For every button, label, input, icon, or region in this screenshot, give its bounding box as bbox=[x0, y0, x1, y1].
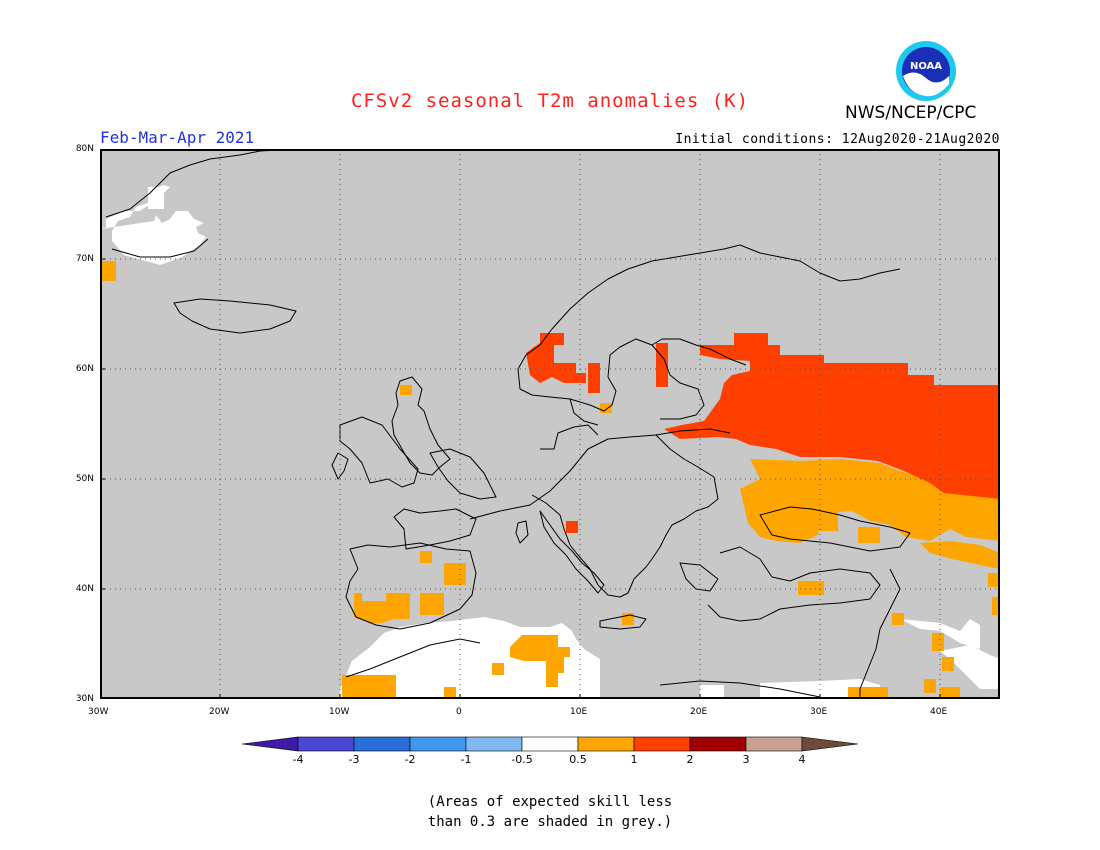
skill-note: (Areas of expected skill less than 0.3 a… bbox=[0, 792, 1100, 832]
colorbar-label: -1 bbox=[460, 753, 472, 766]
colorbar-label: -3 bbox=[348, 753, 360, 766]
graticule bbox=[100, 149, 1000, 699]
svg-text:NOAA: NOAA bbox=[910, 61, 942, 72]
lat-label-30n: 30N bbox=[75, 694, 94, 704]
colorbar-label: 2 bbox=[686, 753, 694, 766]
forecast-period: Feb-Mar-Apr 2021 bbox=[100, 128, 255, 147]
skill-note-line2: than 0.3 are shaded in grey.) bbox=[427, 814, 673, 830]
colorbar-label: 1 bbox=[630, 753, 638, 766]
lat-label-80n: 80N bbox=[75, 144, 94, 154]
colorbar-box bbox=[745, 736, 803, 752]
map-frame bbox=[100, 149, 1000, 699]
colorbar-label: -0.5 bbox=[511, 753, 533, 766]
colorbar-arrow-low bbox=[241, 736, 299, 752]
lat-label-50n: 50N bbox=[75, 474, 94, 484]
colorbar-box bbox=[577, 736, 635, 752]
colorbar-box bbox=[297, 736, 355, 752]
lon-label-0: 0 bbox=[456, 707, 462, 717]
colorbar-arrow-high bbox=[801, 736, 859, 752]
colorbar-label: -4 bbox=[292, 753, 304, 766]
anomaly-map bbox=[100, 149, 1000, 699]
initial-conditions: Initial conditions: 12Aug2020-21Aug2020 bbox=[675, 132, 1000, 147]
map-title: CFSv2 seasonal T2m anomalies (K) bbox=[350, 90, 750, 112]
anomaly-05-1-areas bbox=[100, 261, 1000, 699]
lon-label-40e: 40E bbox=[930, 707, 948, 717]
skill-note-line1: (Areas of expected skill less bbox=[427, 794, 673, 810]
lon-label-30e: 30E bbox=[810, 707, 828, 717]
colorbar-box bbox=[689, 736, 747, 752]
colorbar-box bbox=[521, 736, 579, 752]
lat-label-60n: 60N bbox=[75, 364, 94, 374]
colorbar-box bbox=[465, 736, 523, 752]
lat-label-70n: 70N bbox=[75, 254, 94, 264]
lat-label-40n: 40N bbox=[75, 584, 94, 594]
colorbar-label: 4 bbox=[798, 753, 806, 766]
colorbar-label: -2 bbox=[404, 753, 416, 766]
lon-label-30w: 30W bbox=[88, 707, 109, 717]
colorbar-box bbox=[409, 736, 467, 752]
lon-label-20w: 20W bbox=[209, 707, 230, 717]
lon-label-10e: 10E bbox=[570, 707, 588, 717]
lon-label-20e: 20E bbox=[690, 707, 708, 717]
colorbar bbox=[241, 736, 859, 752]
anomaly-1-2-areas bbox=[526, 333, 1000, 533]
noaa-logo-icon: NOAA bbox=[896, 41, 956, 101]
colorbar-label: 3 bbox=[742, 753, 750, 766]
colorbar-box bbox=[353, 736, 411, 752]
agency-label: NWS/NCEP/CPC bbox=[845, 103, 977, 123]
lon-label-10w: 10W bbox=[329, 707, 350, 717]
colorbar-box bbox=[633, 736, 691, 752]
colorbar-label: 0.5 bbox=[569, 753, 587, 766]
